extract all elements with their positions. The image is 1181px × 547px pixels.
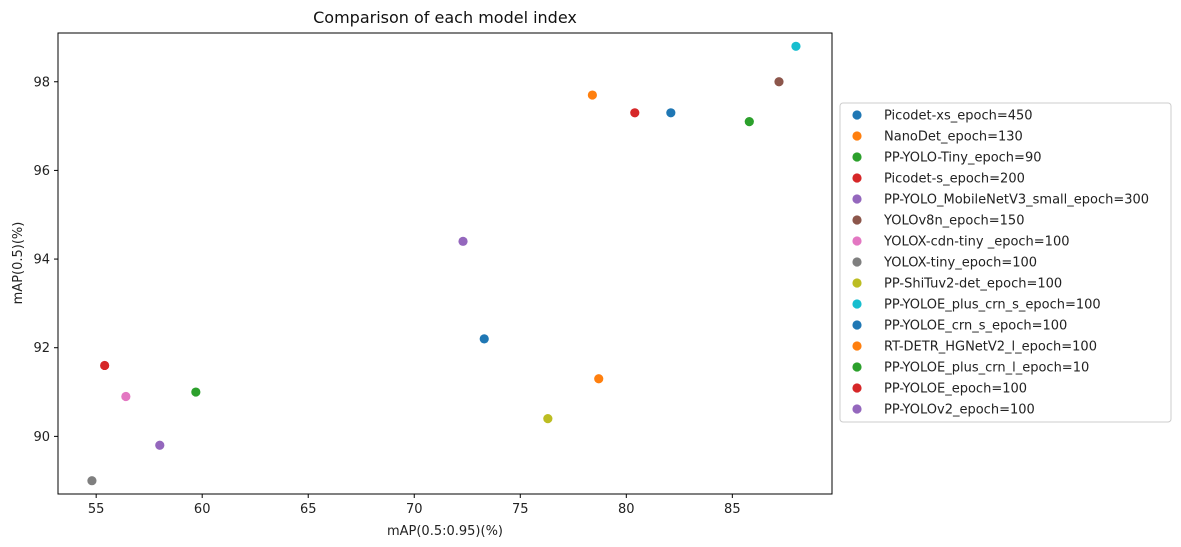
data-point: [594, 374, 604, 384]
legend: Picodet-xs_epoch=450 NanoDet_epoch=130 PP-…: [839, 102, 1172, 423]
y-tick-label: 94: [33, 253, 50, 268]
legend-label: PP-ShiTuv2-det_epoch=100: [884, 277, 1062, 292]
data-point: [479, 334, 489, 344]
chart-title: Comparison of each model index: [313, 8, 577, 27]
x-tick-label: 75: [512, 502, 529, 517]
legend-label: Picodet-s_epoch=200: [884, 172, 1025, 187]
legend-label: RT-DETR_HGNetV2_l_epoch=100: [884, 340, 1097, 355]
y-tick-label: 92: [33, 341, 50, 356]
data-point: [791, 41, 801, 51]
data-point: [87, 476, 97, 486]
legend-marker: [852, 404, 862, 414]
legend-marker: [852, 131, 862, 141]
legend-marker: [852, 278, 862, 288]
legend-marker: [852, 236, 862, 246]
legend-marker: [852, 215, 862, 225]
legend-marker: [852, 299, 862, 309]
legend-label: PP-YOLOv2_epoch=100: [884, 403, 1035, 418]
legend-label: YOLOv8n_epoch=150: [883, 214, 1024, 229]
data-point: [458, 236, 468, 246]
legend-label: Picodet-xs_epoch=450: [884, 109, 1033, 124]
legend-label: PP-YOLOE_plus_crn_s_epoch=100: [884, 298, 1101, 313]
data-points: [87, 41, 801, 486]
data-point: [630, 108, 640, 118]
y-tick-label: 90: [33, 430, 50, 445]
legend-marker: [852, 152, 862, 162]
x-tick-label: 80: [618, 502, 635, 517]
legend-label: NanoDet_epoch=130: [884, 130, 1023, 145]
data-point: [666, 108, 676, 118]
data-point: [543, 414, 553, 424]
legend-marker: [852, 383, 862, 393]
x-tick-label: 70: [406, 502, 423, 517]
data-point: [191, 387, 201, 397]
y-axis-title: mAP(0.5)(%): [11, 222, 26, 305]
legend-marker: [852, 173, 862, 183]
legend-items: Picodet-xs_epoch=450 NanoDet_epoch=130 PP-…: [852, 109, 1149, 418]
plot-area: [57, 32, 833, 495]
data-point: [587, 90, 597, 100]
legend-box: [839, 102, 1172, 423]
x-tick-label: 65: [300, 502, 317, 517]
legend-label: PP-YOLO-Tiny_epoch=90: [884, 151, 1042, 166]
legend-label: PP-YOLOE_epoch=100: [884, 382, 1027, 397]
data-point: [155, 440, 165, 450]
legend-label: PP-YOLOE_plus_crn_l_epoch=10: [884, 361, 1089, 376]
legend-marker: [852, 194, 862, 204]
legend-label: YOLOX-tiny_epoch=100: [883, 256, 1037, 271]
legend-marker: [852, 110, 862, 120]
legend-label: PP-YOLO_MobileNetV3_small_epoch=300: [884, 193, 1149, 208]
legend-marker: [852, 257, 862, 267]
legend-marker: [852, 362, 862, 372]
y-axis: 90 92 94 96 98: [33, 75, 58, 445]
legend-marker: [852, 320, 862, 330]
legend-marker: [852, 341, 862, 351]
data-point: [744, 117, 754, 127]
x-axis: 55 60 65 70 75 80 85: [88, 494, 741, 517]
x-axis-title: mAP(0.5:0.95)(%): [387, 524, 503, 539]
legend-label: YOLOX-cdn-tiny _epoch=100: [883, 235, 1070, 250]
legend-label: PP-YOLOE_crn_s_epoch=100: [884, 319, 1067, 334]
y-tick-label: 98: [33, 75, 50, 90]
data-point: [100, 360, 110, 371]
data-point: [121, 391, 131, 402]
data-point: [774, 77, 784, 87]
x-tick-label: 55: [88, 502, 105, 517]
y-tick-label: 96: [33, 164, 50, 179]
x-tick-label: 60: [194, 502, 211, 517]
x-tick-label: 85: [724, 502, 741, 517]
